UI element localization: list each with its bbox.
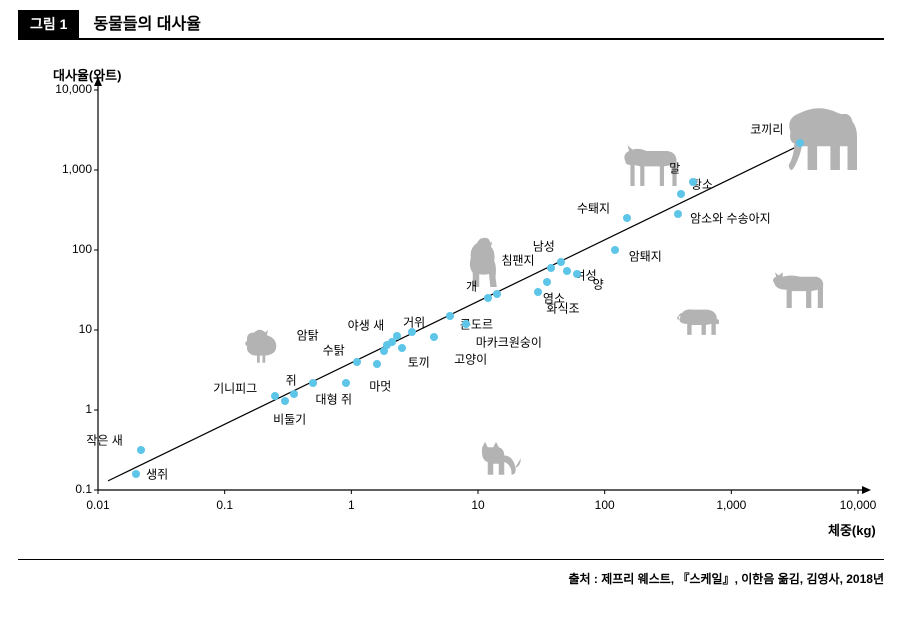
data-label: 암소와 수송아지 bbox=[690, 210, 771, 227]
x-tick-label: 0.01 bbox=[86, 498, 109, 512]
data-label: 야생 새 bbox=[348, 316, 384, 333]
data-point bbox=[796, 139, 804, 147]
data-point bbox=[557, 258, 565, 266]
data-label: 암탉 bbox=[297, 326, 319, 343]
data-point bbox=[547, 264, 555, 272]
y-tick-label: 1 bbox=[42, 402, 92, 416]
data-point bbox=[271, 392, 279, 400]
data-point bbox=[393, 332, 401, 340]
data-point bbox=[342, 379, 350, 387]
data-label: 암퇘지 bbox=[629, 248, 662, 265]
data-point bbox=[137, 446, 145, 454]
chart-container: 대사율(와트)체중(kg)0.11101001,00010,0000.010.1… bbox=[18, 60, 884, 560]
data-point bbox=[573, 270, 581, 278]
data-label: 염소 bbox=[543, 289, 565, 306]
data-point bbox=[462, 320, 470, 328]
data-point bbox=[611, 246, 619, 254]
data-point bbox=[623, 214, 631, 222]
data-point bbox=[674, 210, 682, 218]
data-point bbox=[543, 278, 551, 286]
figure-title: 동물들의 대사율 bbox=[93, 10, 201, 38]
data-point bbox=[353, 358, 361, 366]
scatter-chart: 대사율(와트)체중(kg)0.11101001,00010,0000.010.1… bbox=[18, 60, 884, 559]
data-label: 쥐 bbox=[286, 371, 297, 388]
data-point bbox=[446, 312, 454, 320]
y-tick-label: 1,000 bbox=[42, 162, 92, 176]
x-tick-label: 10 bbox=[471, 498, 484, 512]
x-tick-label: 10,000 bbox=[840, 498, 877, 512]
cow-icon bbox=[757, 256, 837, 321]
data-label: 말 bbox=[669, 160, 680, 177]
data-point bbox=[132, 470, 140, 478]
data-point bbox=[493, 290, 501, 298]
data-label: 고양이 bbox=[454, 350, 487, 367]
data-point bbox=[309, 379, 317, 387]
elephant-icon bbox=[764, 94, 874, 189]
data-label: 마멋 bbox=[369, 377, 391, 394]
data-point bbox=[373, 360, 381, 368]
chicken-icon bbox=[235, 316, 290, 371]
source-citation: 출처 : 제프리 웨스트, 『스케일』, 이한음 옮김, 김영사, 2018년 bbox=[0, 570, 884, 587]
figure-badge: 그림 1 bbox=[18, 10, 79, 38]
data-label: 개 bbox=[466, 278, 477, 295]
data-label: 작은 새 bbox=[86, 431, 122, 448]
data-label: 대형 쥐 bbox=[316, 390, 352, 407]
data-label: 남성 bbox=[533, 238, 555, 255]
data-point bbox=[388, 338, 396, 346]
data-point bbox=[689, 178, 697, 186]
data-point bbox=[534, 288, 542, 296]
x-tick-label: 1 bbox=[348, 498, 355, 512]
cat-icon bbox=[466, 428, 526, 483]
x-tick-label: 1,000 bbox=[716, 498, 746, 512]
y-tick-label: 10 bbox=[42, 322, 92, 336]
data-point bbox=[398, 344, 406, 352]
y-tick-label: 10,000 bbox=[42, 82, 92, 96]
data-point bbox=[290, 390, 298, 398]
data-label: 기니피그 bbox=[213, 379, 257, 396]
y-tick-label: 100 bbox=[42, 242, 92, 256]
data-point bbox=[430, 333, 438, 341]
x-tick-label: 0.1 bbox=[216, 498, 233, 512]
data-label: 양 bbox=[593, 276, 604, 293]
data-label: 마카크원숭이 bbox=[476, 333, 542, 350]
data-point bbox=[281, 397, 289, 405]
data-label: 거위 bbox=[403, 313, 425, 330]
pig-icon bbox=[661, 292, 731, 347]
data-point bbox=[484, 294, 492, 302]
data-label: 토끼 bbox=[408, 353, 430, 370]
data-label: 수탉 bbox=[323, 341, 345, 358]
data-label: 생쥐 bbox=[146, 465, 168, 482]
data-point bbox=[563, 267, 571, 275]
data-label: 수퇘지 bbox=[577, 200, 610, 217]
y-tick-label: 0.1 bbox=[42, 482, 92, 496]
data-point bbox=[677, 190, 685, 198]
figure-header: 그림 1 동물들의 대사율 bbox=[18, 10, 884, 40]
data-label: 비둘기 bbox=[273, 410, 306, 427]
data-label: 침팬지 bbox=[501, 251, 534, 268]
data-point bbox=[408, 328, 416, 336]
x-tick-label: 100 bbox=[595, 498, 615, 512]
data-label: 코끼리 bbox=[750, 120, 783, 137]
